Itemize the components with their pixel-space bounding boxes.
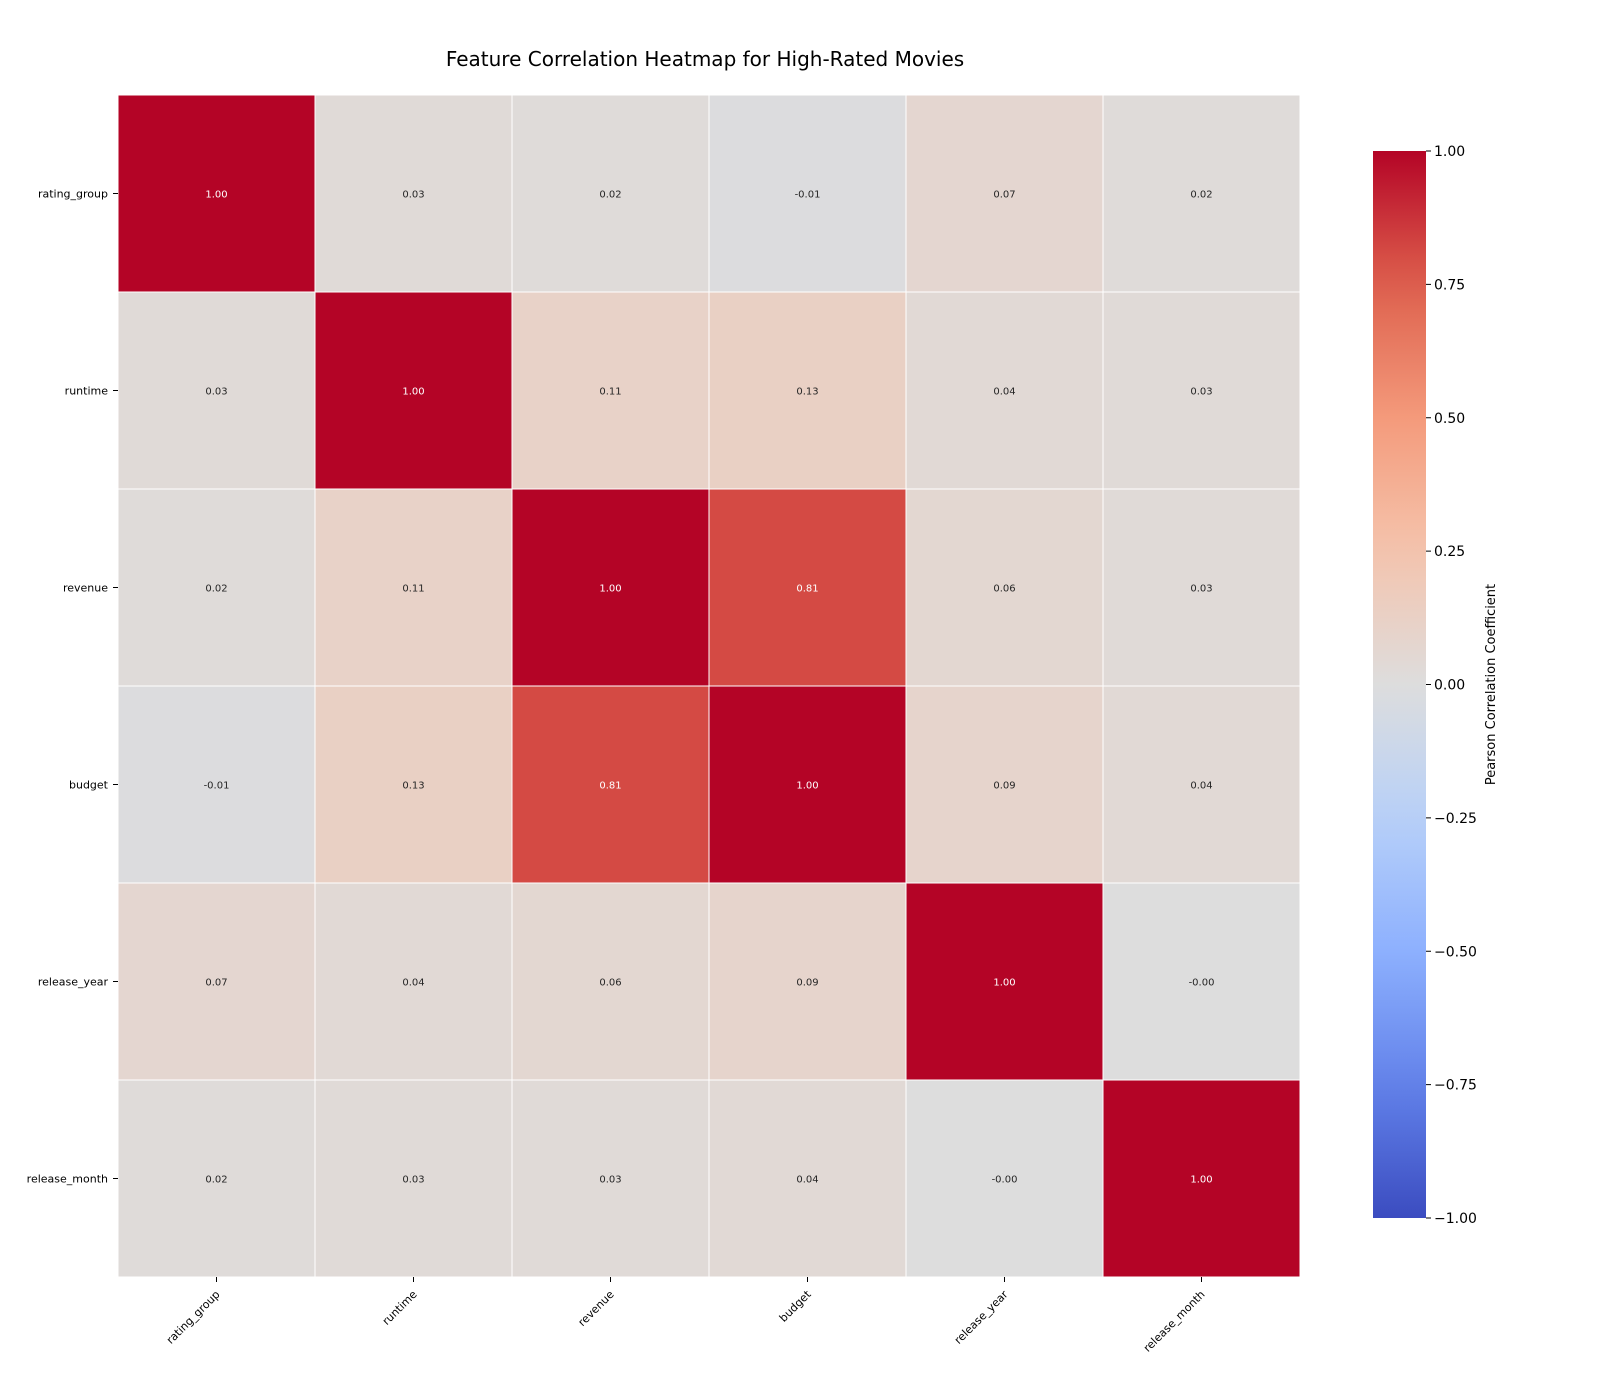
heatmap-cell xyxy=(1102,291,1301,490)
cell-value-label: 0.81 xyxy=(599,781,621,792)
heatmap-cell xyxy=(314,291,513,490)
heatmap-cell xyxy=(708,1079,907,1278)
column-label: rating_group xyxy=(164,1288,223,1347)
heatmap-cell xyxy=(905,1079,1104,1278)
cell-value-label: 0.11 xyxy=(599,387,621,398)
cell-value-label: 0.04 xyxy=(993,387,1015,398)
cell-value-label: 0.03 xyxy=(205,387,227,398)
cell-value-label: 1.00 xyxy=(993,978,1015,989)
cell-value-label: 1.00 xyxy=(599,584,621,595)
heatmap-cell xyxy=(314,488,513,687)
column-labels: rating_group runtime revenue budget release_… xyxy=(164,1277,1208,1355)
cell-value-label: -0.00 xyxy=(1189,978,1215,989)
heatmap-cell xyxy=(905,94,1104,293)
row-label: revenue xyxy=(63,582,108,595)
cell-value-label: 1.00 xyxy=(1190,1175,1212,1186)
cell-value-label: 0.03 xyxy=(1190,387,1212,398)
cell-value-label: 0.11 xyxy=(402,584,424,595)
row-label: rating_group xyxy=(38,188,108,201)
colorbar-tick-label: 1.00 xyxy=(1434,144,1465,160)
row-label: runtime xyxy=(65,385,109,398)
cell-value-label: 0.03 xyxy=(1190,584,1212,595)
cell-value-label: 0.07 xyxy=(205,978,227,989)
colorbar-label: Pearson Correlation Coefficient xyxy=(1484,584,1499,785)
cell-value-label: 0.06 xyxy=(599,978,621,989)
colorbar-tick-label: 0.00 xyxy=(1434,678,1465,694)
heatmap-cell xyxy=(314,882,513,1081)
heatmap-cell xyxy=(1102,94,1301,293)
cell-value-label: 0.07 xyxy=(993,190,1015,201)
colorbar-gradient xyxy=(1373,151,1426,1218)
colorbar-tick-label: −1.00 xyxy=(1434,1211,1477,1227)
heatmap-cell xyxy=(117,94,316,293)
heatmap-cell xyxy=(1102,685,1301,884)
heatmap-cell xyxy=(511,882,710,1081)
cell-value-label: 0.04 xyxy=(1190,781,1212,792)
heatmap-cell xyxy=(117,291,316,490)
heatmap-cells: 1.00 0.03 0.02 -0.01 0.07 0.02 0.03 1.00 0.11 0.1… xyxy=(117,94,1301,1278)
colorbar-tick-label: 0.25 xyxy=(1434,544,1465,560)
heatmap-cell xyxy=(708,488,907,687)
colorbar-tick-label: −0.75 xyxy=(1434,1078,1477,1094)
heatmap-cell xyxy=(905,685,1104,884)
cell-value-label: 0.03 xyxy=(402,1175,424,1186)
cell-value-label: 1.00 xyxy=(402,387,424,398)
row-label: release_year xyxy=(38,976,109,989)
column-label: budget xyxy=(777,1287,814,1324)
heatmap-cell xyxy=(708,882,907,1081)
heatmap-cell xyxy=(905,882,1104,1081)
heatmap-cell xyxy=(1102,1079,1301,1278)
column-label: revenue xyxy=(576,1288,617,1329)
heatmap-cell xyxy=(117,1079,316,1278)
cell-value-label: 0.09 xyxy=(993,781,1015,792)
heatmap-cell xyxy=(511,488,710,687)
colorbar-tick-label: 0.75 xyxy=(1434,277,1465,293)
cell-value-label: 0.04 xyxy=(796,1175,818,1186)
heatmap-cell xyxy=(1102,882,1301,1081)
cell-value-label: -0.01 xyxy=(204,781,230,792)
cell-value-label: -0.00 xyxy=(992,1175,1018,1186)
cell-value-label: 1.00 xyxy=(205,190,227,201)
column-label: release_month xyxy=(1141,1288,1208,1355)
cell-value-label: 0.03 xyxy=(402,190,424,201)
cell-value-label: 0.02 xyxy=(1190,190,1212,201)
heatmap-cell xyxy=(1102,488,1301,687)
cell-value-label: 1.00 xyxy=(796,781,818,792)
heatmap-cell xyxy=(511,94,710,293)
column-label: release_year xyxy=(952,1288,1011,1347)
cell-value-label: 0.81 xyxy=(796,584,818,595)
cell-value-label: 0.13 xyxy=(402,781,424,792)
heatmap-cell xyxy=(511,685,710,884)
cell-value-label: 0.02 xyxy=(205,584,227,595)
heatmap-cell xyxy=(708,94,907,293)
colorbar-tick-label: 0.50 xyxy=(1434,411,1465,427)
cell-value-label: 0.03 xyxy=(599,1175,621,1186)
cell-value-label: 0.04 xyxy=(402,978,424,989)
heatmap-cell xyxy=(117,685,316,884)
chart-title: Feature Correlation Heatmap for High-Rat… xyxy=(446,47,964,71)
colorbar: 1.00 0.75 0.50 0.25 0.00 −0.25 −0.50 −0.75 −1.00… xyxy=(1373,144,1499,1227)
heatmap-cell xyxy=(117,882,316,1081)
colorbar-tick-label: −0.25 xyxy=(1434,811,1477,827)
heatmap-cell xyxy=(708,685,907,884)
cell-value-label: 0.06 xyxy=(993,584,1015,595)
row-label: release_month xyxy=(27,1173,108,1186)
cell-value-label: 0.02 xyxy=(599,190,621,201)
heatmap-cell xyxy=(314,94,513,293)
cell-value-label: -0.01 xyxy=(795,190,821,201)
heatmap-cell xyxy=(708,291,907,490)
cell-value-label: 0.09 xyxy=(796,978,818,989)
cell-value-label: 0.02 xyxy=(205,1175,227,1186)
column-label: runtime xyxy=(380,1288,420,1328)
heatmap-cell xyxy=(905,488,1104,687)
heatmap-cell xyxy=(117,488,316,687)
heatmap-cell xyxy=(314,685,513,884)
colorbar-tick-label: −0.50 xyxy=(1434,944,1477,960)
cell-value-label: 0.13 xyxy=(796,387,818,398)
row-label: budget xyxy=(69,779,109,792)
